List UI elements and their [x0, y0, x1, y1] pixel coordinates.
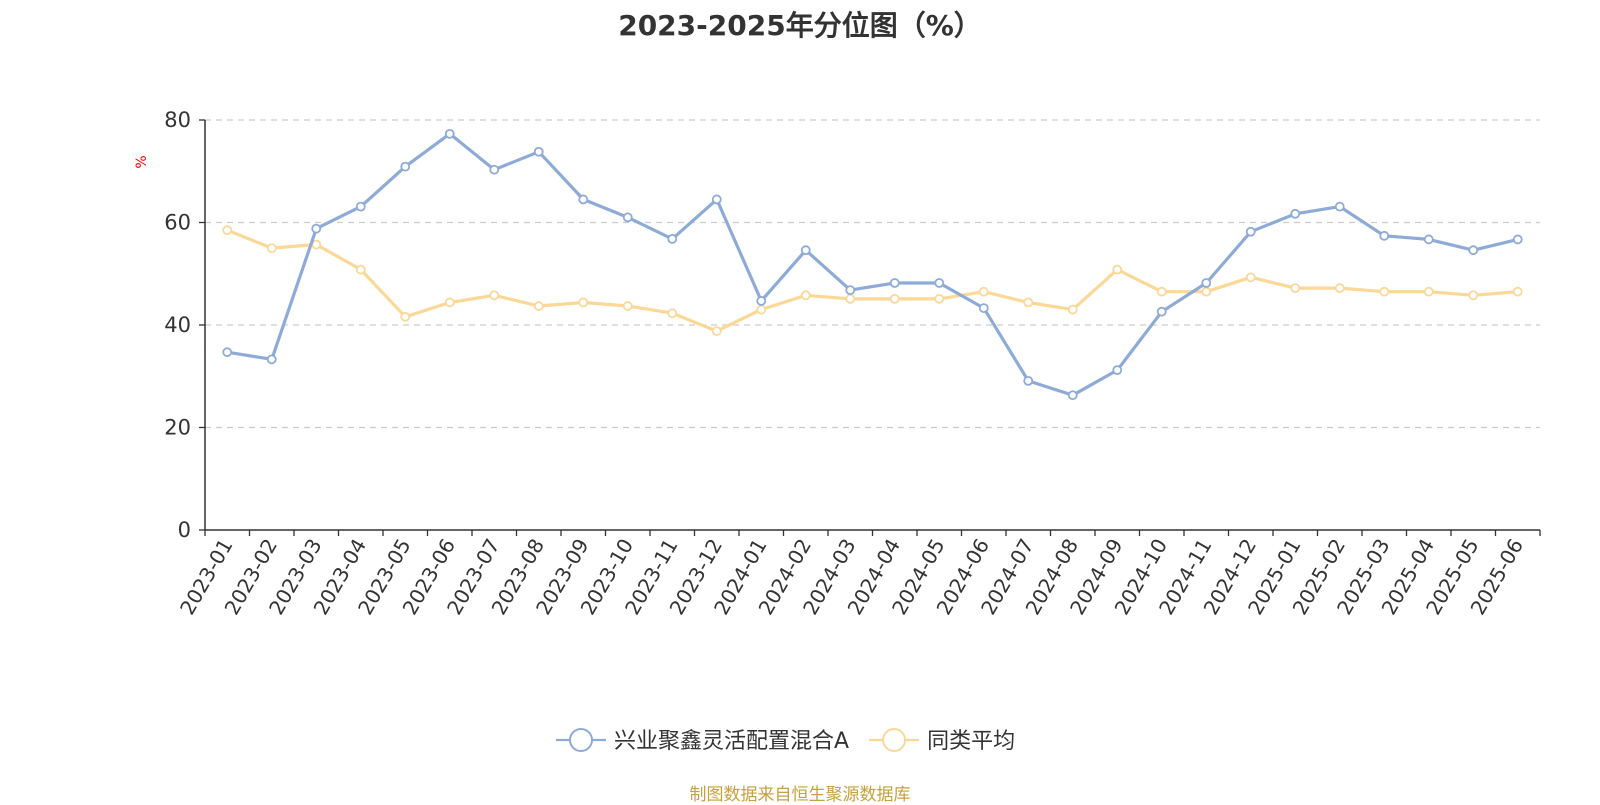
y-axis-label: %: [134, 155, 150, 168]
data-point: [400, 311, 411, 322]
data-point: [934, 293, 945, 304]
data-point: [1379, 286, 1390, 297]
data-point: [533, 146, 544, 157]
data-point: [1156, 306, 1167, 317]
data-point: [800, 290, 811, 301]
y-tick-label: 20: [164, 416, 191, 440]
data-point: [1512, 234, 1523, 245]
data-point: [622, 301, 633, 311]
series-line: [226, 228, 1518, 333]
data-point: [355, 264, 366, 275]
data-point: [934, 278, 945, 288]
data-point: [1201, 286, 1212, 297]
data-point: [1023, 375, 1034, 386]
y-tick-labels: 0 20 40 60 80: [164, 108, 191, 542]
data-point: [711, 194, 722, 205]
data-point: [1423, 234, 1434, 245]
data-point: [667, 233, 678, 244]
grid-lines: [199, 119, 1540, 531]
data-point: [622, 212, 633, 223]
data-point: [489, 290, 500, 301]
data-point: [845, 285, 856, 296]
data-point: [756, 296, 767, 306]
series: [222, 128, 1523, 401]
legend-label: 同类平均: [927, 729, 1015, 754]
data-point: [578, 297, 589, 308]
data-point: [1290, 208, 1301, 219]
data-point: [355, 201, 366, 212]
data-point: [444, 128, 455, 139]
series: [222, 225, 1523, 337]
chart-title: 2023-2025年分位图（%）: [618, 9, 982, 42]
data-point: [400, 161, 411, 172]
data-point: [266, 354, 277, 365]
data-point: [578, 194, 589, 205]
data-point: [1512, 286, 1523, 297]
data-point: [845, 293, 856, 304]
legend[interactable]: 兴业聚鑫灵活配置混合A 同类平均: [556, 728, 1015, 754]
data-point: [222, 225, 233, 236]
legend-label: 兴业聚鑫灵活配置混合A: [614, 729, 849, 754]
data-point: [711, 326, 722, 337]
data-point: [1067, 390, 1078, 401]
data-point: [889, 293, 900, 304]
data-point: [1112, 365, 1123, 376]
data-point: [1201, 278, 1212, 288]
data-point: [800, 245, 811, 256]
data-point: [311, 223, 322, 234]
legend-item[interactable]: 兴业聚鑫灵活配置混合A: [556, 728, 849, 754]
y-tick-label: 0: [178, 518, 191, 542]
data-point: [1112, 264, 1123, 275]
data-point: [667, 308, 678, 319]
series-line: [227, 132, 1519, 397]
y-tick-label: 40: [164, 313, 191, 337]
data-point: [1245, 272, 1256, 283]
legend-item[interactable]: 同类平均: [869, 728, 1015, 754]
data-point: [1156, 286, 1167, 297]
data-point: [1379, 230, 1390, 241]
data-point: [1334, 201, 1345, 212]
data-point: [222, 347, 233, 358]
legend-marker: [569, 728, 593, 752]
data-point: [756, 304, 767, 315]
data-point: [978, 303, 989, 313]
data-point: [533, 301, 544, 311]
data-point: [1290, 283, 1301, 294]
data-point: [1334, 283, 1345, 294]
data-point: [1468, 245, 1479, 256]
legend-marker: [882, 728, 907, 752]
series-lines: [222, 128, 1523, 401]
data-point: [266, 243, 277, 254]
x-tick-labels: 2023-012023-022023-032023-042023-052023-…: [175, 530, 1541, 619]
data-point: [978, 286, 989, 297]
data-point: [1423, 286, 1434, 297]
y-tick-label: 60: [164, 211, 191, 235]
data-source-note: 制图数据来自恒生聚源数据库: [689, 785, 911, 805]
data-point: [889, 278, 900, 288]
data-point: [444, 297, 455, 308]
y-tick-label: 80: [164, 108, 191, 132]
data-point: [1245, 226, 1256, 237]
data-point: [1067, 304, 1078, 315]
data-point: [1023, 297, 1034, 308]
data-point: [1468, 290, 1479, 301]
data-point: [489, 164, 500, 175]
